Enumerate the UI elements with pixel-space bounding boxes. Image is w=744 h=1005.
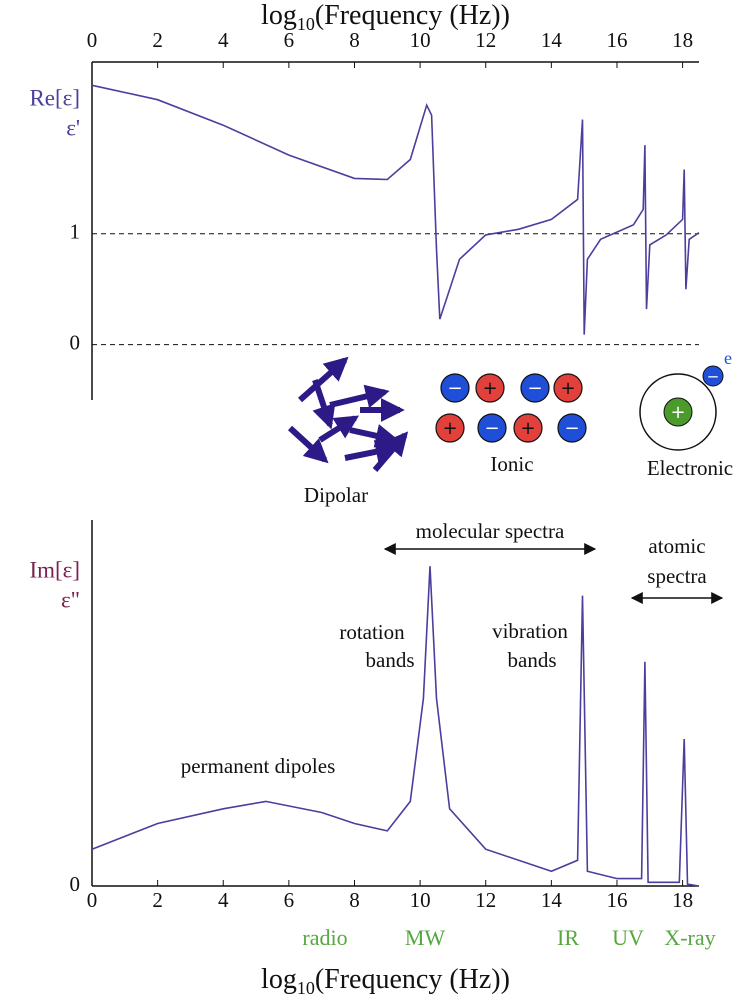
annotation: atomic (648, 534, 705, 558)
axis-title: log10(Frequency (Hz)) (261, 964, 510, 998)
axis-title-sub: 10 (297, 14, 315, 34)
axis-title: log10(Frequency (Hz)) (261, 0, 510, 34)
ion-charge: − (484, 418, 499, 439)
dipole-arrow (315, 380, 330, 425)
electron-charge: − (707, 368, 720, 386)
nucleus-charge: + (670, 402, 685, 423)
curve (92, 85, 699, 334)
x-tick-label: 2 (152, 888, 163, 912)
ion-charge: + (482, 378, 497, 399)
x-tick-label: 0 (87, 28, 98, 52)
ion-charge: − (564, 418, 579, 439)
ion-charge: − (447, 378, 462, 399)
dipole-arrow (320, 418, 355, 440)
band-label: IR (557, 925, 579, 950)
x-tick-label: 2 (152, 28, 163, 52)
annotation: vibration (492, 619, 568, 643)
y-label: Im[ε] (29, 557, 80, 582)
y-label: ε' (66, 115, 80, 140)
ion-charge: + (560, 378, 575, 399)
x-tick-label: 4 (218, 888, 229, 912)
band-label: MW (405, 925, 446, 950)
annotation: rotation (339, 620, 405, 644)
x-tick-label: 14 (541, 888, 563, 912)
y-tick-label: 0 (70, 872, 81, 896)
axis-title-rest: (Frequency (Hz)) (315, 964, 510, 995)
annotation: permanent dipoles (181, 754, 336, 778)
y-tick-label: 0 (70, 330, 81, 354)
y-label: ε" (61, 587, 80, 612)
electron-label: e (724, 348, 732, 368)
band-label: UV (612, 925, 644, 950)
curve (92, 566, 699, 886)
x-tick-label: 8 (349, 888, 360, 912)
y-label: Re[ε] (29, 85, 80, 110)
x-tick-label: 16 (606, 28, 627, 52)
band-label: radio (302, 925, 347, 950)
axis-title-base: log (261, 964, 297, 995)
annotation: bands (366, 648, 415, 672)
ion-charge: − (527, 378, 542, 399)
ion-charge: + (442, 418, 457, 439)
x-tick-label: 14 (541, 28, 563, 52)
mechanism-label: Ionic (490, 452, 533, 476)
ion-charge: + (520, 418, 535, 439)
y-tick-label: 1 (70, 220, 81, 244)
axis-title-rest: (Frequency (Hz)) (315, 0, 510, 31)
mechanism-label: Electronic (647, 456, 733, 480)
axis-title-sub: 10 (297, 978, 315, 998)
x-tick-label: 12 (475, 888, 496, 912)
dipole-arrow (290, 428, 325, 460)
dipole-arrow (330, 392, 385, 405)
x-tick-label: 18 (672, 888, 693, 912)
annotation: molecular spectra (416, 519, 565, 543)
axis-title-base: log (261, 0, 297, 31)
band-label: X-ray (664, 925, 715, 950)
annotation: spectra (647, 564, 707, 588)
figure: 02468101214161801log10(Frequency (Hz))Re… (0, 0, 744, 1005)
x-tick-label: 6 (284, 888, 295, 912)
annotation: bands (508, 648, 557, 672)
x-tick-label: 18 (672, 28, 693, 52)
x-tick-label: 10 (410, 888, 431, 912)
dipole-arrow (350, 430, 395, 440)
x-tick-label: 4 (218, 28, 229, 52)
mechanism-label: Dipolar (304, 483, 368, 507)
x-tick-label: 16 (606, 888, 627, 912)
x-tick-label: 0 (87, 888, 98, 912)
